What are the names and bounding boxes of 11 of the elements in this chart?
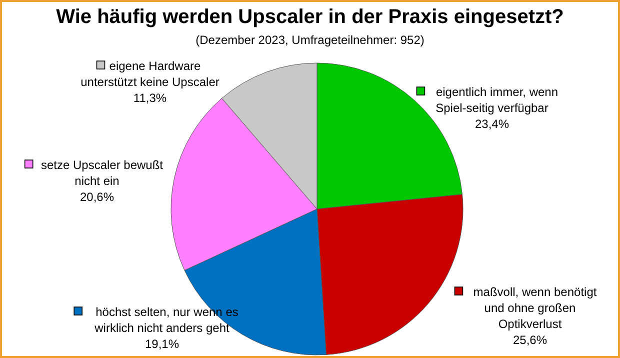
data-label: 11,3% [133, 91, 167, 105]
legend-label: eigentlich immer, wenn Spiel-seitig verfügbar [436, 85, 558, 115]
data-label: 19,1% [144, 337, 180, 351]
data-label: 23,4% [474, 117, 510, 131]
chart-title: Wie häufig werden Upscaler in der Praxis eingesetzt? [55, 6, 565, 29]
data-label: 20,6% [80, 190, 114, 204]
chart-subtitle: (Dezember 2023, Umfrageteilnehmer: 952) [194, 33, 426, 47]
legend-label: eigene Hardware unterstützt keine Upscaler [80, 59, 220, 89]
legend-label: setze Upscaler bewußt nicht ein [40, 158, 164, 188]
data-label: 25,6% [512, 333, 548, 347]
legend-label: maßvoll, wenn benötigt und ohne großen Optikverlust [473, 285, 598, 331]
